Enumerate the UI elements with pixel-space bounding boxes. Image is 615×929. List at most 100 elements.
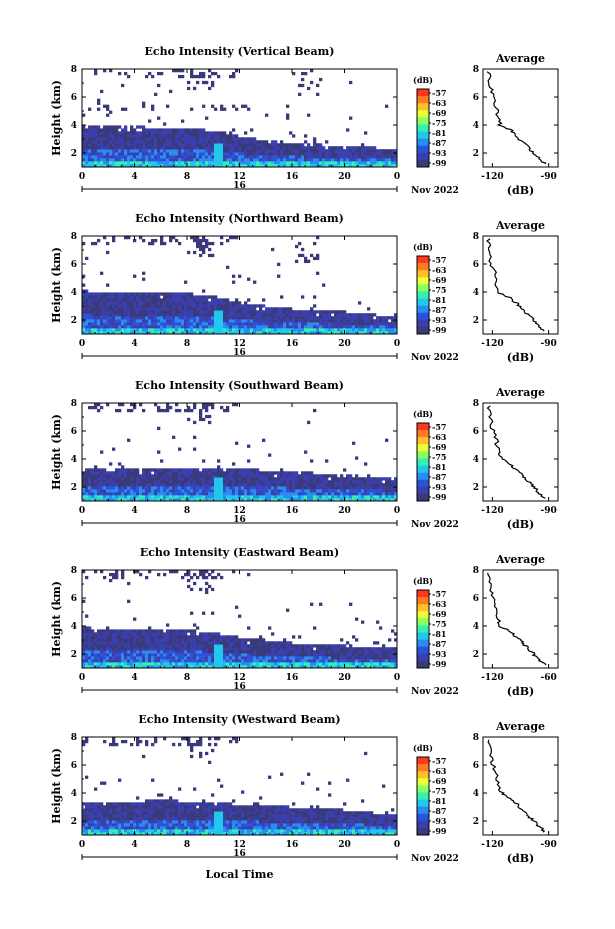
heatmap-cell [160, 307, 164, 311]
heatmap-cell [274, 486, 278, 490]
heatmap-cell [199, 152, 203, 156]
heatmap-cell [196, 474, 200, 478]
heatmap-cell [163, 301, 167, 305]
heatmap-cell [118, 659, 122, 663]
heatmap-cell [94, 638, 98, 642]
colorbar-swatch [417, 131, 429, 139]
heatmap-cell [115, 635, 119, 639]
heatmap-cell [352, 149, 356, 153]
heatmap-cell [136, 659, 140, 663]
heatmap-cell [94, 295, 98, 299]
heatmap-cell [157, 635, 161, 639]
heatmap-cell [304, 316, 308, 320]
heatmap-cell [259, 483, 263, 487]
heatmap-cell [115, 629, 119, 633]
heatmap-cell [169, 331, 173, 335]
heatmap-cell [85, 256, 89, 261]
heatmap-cell [142, 492, 146, 496]
heatmap-cell [214, 143, 218, 147]
heatmap-cell [145, 310, 149, 314]
heatmap-cell [346, 161, 350, 165]
heatmap-cell [376, 316, 380, 320]
heatmap-cell [358, 313, 362, 317]
heatmap-cell [298, 146, 302, 150]
heatmap-cell [361, 316, 365, 320]
heatmap-cell [295, 155, 299, 159]
heatmap-cell [349, 146, 353, 150]
heatmap-cell [262, 659, 266, 663]
heatmap-cell [367, 492, 371, 496]
heatmap-cell [142, 659, 146, 663]
heatmap-cell [367, 325, 371, 329]
heatmap-cell [163, 319, 167, 323]
heatmap-cell [169, 310, 173, 314]
heatmap-cell [121, 650, 125, 654]
heatmap-cell [163, 665, 167, 669]
heatmap-cell [139, 328, 143, 332]
heatmap-cell [277, 149, 281, 153]
x-tick-label: 0 [394, 339, 400, 349]
heatmap-cell [184, 140, 188, 144]
heatmap-cell [229, 137, 233, 141]
heatmap-cell [205, 158, 209, 162]
heatmap-cell [208, 492, 212, 496]
heatmap-cell [196, 164, 200, 168]
heatmap-cell [385, 322, 389, 326]
heatmap-cell [97, 149, 101, 153]
heatmap-cell [202, 128, 206, 132]
heatmap-cell [178, 134, 182, 138]
heatmap-cell [145, 653, 149, 657]
heatmap-cell [118, 322, 122, 326]
heatmap-cell [214, 161, 218, 165]
heatmap-cell [331, 477, 335, 481]
heatmap-cell [364, 319, 368, 323]
heatmap-cell [280, 325, 284, 329]
heatmap-cell [103, 313, 107, 317]
heatmap-cell [175, 137, 179, 141]
heatmap-cell [184, 408, 188, 413]
heatmap-cell [184, 152, 188, 156]
heatmap-cell [193, 149, 197, 153]
heatmap-cell [247, 498, 251, 502]
heatmap-cell [82, 489, 86, 493]
heatmap-cell [274, 325, 278, 329]
heatmap-cell [223, 495, 227, 499]
heatmap-cell [256, 152, 260, 156]
heatmap-cell [130, 137, 134, 141]
heatmap-cell [229, 489, 233, 493]
heatmap-cell [97, 468, 101, 472]
heatmap-cell [220, 146, 224, 150]
heatmap-cell [106, 295, 110, 299]
heatmap-cell [202, 250, 206, 255]
heatmap-cell [166, 489, 170, 493]
heatmap-cell [214, 158, 218, 162]
heatmap-cell [94, 468, 98, 472]
heatmap-cell [160, 236, 164, 240]
heatmap-cell [358, 331, 362, 335]
heatmap-cell [304, 259, 308, 264]
heatmap-cell [124, 653, 128, 657]
heatmap-cell [286, 644, 290, 648]
heatmap-cell [265, 307, 269, 311]
heatmap-cell [304, 492, 308, 496]
heatmap-cell [181, 665, 185, 669]
heatmap-cell [352, 483, 356, 487]
heatmap-cell [292, 489, 296, 493]
heatmap-cell [229, 659, 233, 663]
heatmap-cell [223, 665, 227, 669]
heatmap-cell [199, 587, 203, 592]
heatmap-cell [256, 468, 260, 472]
heatmap-cell [289, 486, 293, 490]
heatmap-cell [190, 495, 194, 499]
heatmap-cell [109, 128, 113, 132]
heatmap-cell [121, 644, 125, 648]
heatmap-cell [310, 647, 314, 651]
heatmap-cell [106, 477, 110, 481]
heatmap-cell [340, 155, 344, 159]
heatmap-cell [223, 644, 227, 648]
heatmap-cell [157, 641, 161, 645]
heatmap-cell [232, 325, 236, 329]
heatmap-cell [295, 489, 299, 493]
heatmap-cell [334, 665, 338, 669]
heatmap-cell [94, 301, 98, 305]
